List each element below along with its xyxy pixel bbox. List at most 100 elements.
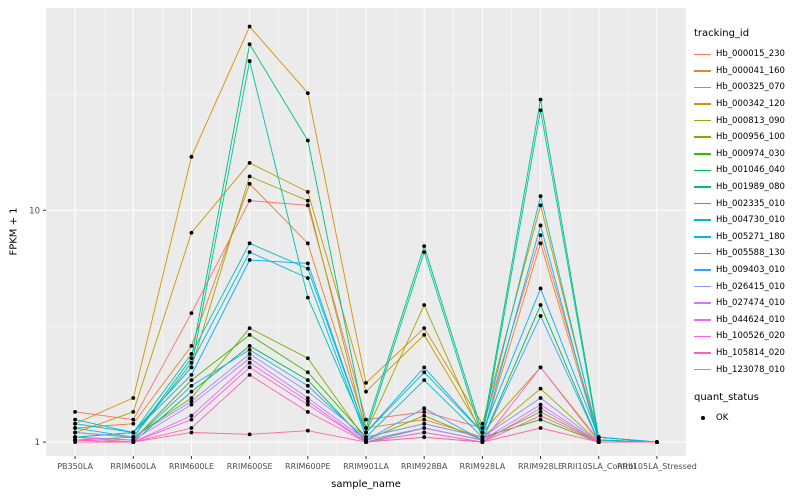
data-point [422,413,427,418]
data-point [305,370,310,375]
legend-item: Hb_009403_010 [694,262,800,279]
legend-key-line-icon [694,80,711,95]
data-point [538,314,543,318]
data-point [189,356,194,361]
legend-key-line-icon [694,329,711,344]
legend-item: Hb_004730_010 [694,212,800,229]
data-point [247,59,252,63]
legend-key-line-icon [694,279,711,294]
legend-item-label: Hb_002335_010 [716,198,785,209]
legend-item: Hb_026415_010 [694,278,800,295]
legend-color-swatch [694,302,711,304]
data-point [189,372,194,377]
legend-item: Hb_000015_230 [694,46,800,63]
legend-item-quant: OK [694,410,800,427]
data-point [247,42,252,47]
data-point [480,421,485,426]
legend-item: Hb_105814_020 [694,345,800,362]
data-point [247,250,252,254]
data-point [73,435,77,440]
legend-key-line-icon [694,362,711,377]
legend-item: Hb_000041_160 [694,63,800,80]
legend-item-label: Hb_009403_010 [716,265,785,276]
data-point [305,266,310,271]
legend-item-label: Hb_000041_160 [716,65,785,76]
data-point [247,356,252,361]
legend-color-swatch [694,335,711,338]
legend-color-swatch [694,219,711,222]
data-point [538,233,543,238]
data-point [189,402,194,407]
data-point [189,360,194,365]
data-point [131,421,136,426]
data-point [73,421,77,426]
data-point [305,203,310,208]
data-point [305,295,310,300]
data-point [538,303,543,307]
data-point [538,203,543,208]
data-point [422,332,427,337]
data-point [131,417,136,422]
data-point [480,430,485,435]
x-tick-label: RRII105LA_Stressed [617,462,697,471]
data-point [247,181,252,186]
legend-key-line-icon [694,113,711,128]
data-point [73,440,77,444]
legend-item: Hb_000974_030 [694,146,800,163]
legend-color-swatch [694,153,711,155]
data-point [189,352,194,356]
legend-key-line-icon [694,345,711,360]
legend-color-swatch [694,53,711,56]
legend-item: Hb_000956_100 [694,129,800,146]
legend-key-line-icon [694,63,711,78]
legend-title-quant-status: quant_status [694,391,759,403]
legend-color-swatch [694,70,711,72]
data-point [655,440,659,444]
legend-color-swatch [694,169,711,172]
data-point [305,198,310,203]
point-icon [700,416,705,421]
legend-quant-status-block: quant_status OK [694,392,800,427]
data-point [538,241,543,246]
data-point [247,365,252,370]
data-point [538,406,543,411]
data-point [538,402,543,407]
legend-color-swatch [694,86,711,89]
data-point [73,417,77,422]
data-point [538,286,543,291]
data-point [538,413,543,418]
data-point [538,223,543,228]
legend-key-line-icon [694,196,711,211]
data-point [305,399,310,404]
x-tick-label: RRIM600LE [169,462,214,471]
legend-item-label: Hb_000974_030 [716,148,785,159]
x-axis-title: sample_name [331,479,401,490]
legend-item-label: Hb_001046_040 [716,165,785,176]
data-point [538,417,543,422]
data-point [422,406,427,411]
legend-item-label: Hb_000325_070 [716,82,785,93]
data-point [422,378,427,383]
data-point [189,383,194,388]
x-tick-label: RRIM928BA [401,462,448,471]
data-point [596,440,601,444]
x-tick-label: RRIM901LA [343,462,389,471]
legend-color-swatch [694,136,711,139]
data-point [189,311,194,316]
data-point [247,326,252,331]
legend-item: Hb_000342_120 [694,96,800,113]
data-point [189,365,194,370]
data-point [247,352,252,356]
data-point [247,24,252,29]
legend-color-swatch [694,186,711,188]
data-point [480,426,485,430]
data-point [305,138,310,143]
data-point [247,198,252,203]
x-tick-label: PB350LA [57,462,93,471]
legend-item-label: Hb_000342_120 [716,99,785,110]
data-point [189,154,194,159]
data-point [422,370,427,375]
x-tick-label: RRIM928LE [518,462,563,471]
data-point [538,194,543,199]
